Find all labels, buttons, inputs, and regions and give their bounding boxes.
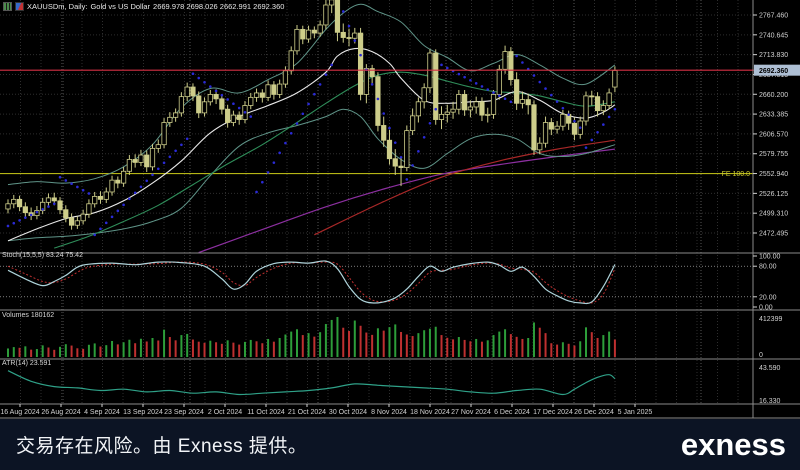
date-tick-label: 8 Nov 2024 xyxy=(371,409,407,416)
date-tick-label: 16 Aug 2024 xyxy=(0,409,39,416)
price-chart[interactable]: 2767.4602740.6452713.8302687.0152660.200… xyxy=(0,0,800,419)
date-tick-label: 4 Sep 2024 xyxy=(84,409,120,416)
price-tick-label: 2633.385 xyxy=(759,112,788,119)
symbol-period-label: XAUUSDm, Daily: xyxy=(27,2,88,11)
date-tick-label: 27 Nov 2024 xyxy=(451,409,491,416)
price-tick-label: 2767.460 xyxy=(759,13,788,20)
symbol-description: Gold vs US Dollar xyxy=(90,2,151,11)
price-tick-label: 2606.570 xyxy=(759,131,788,138)
date-tick-label: 17 Dec 2024 xyxy=(533,409,573,416)
current-price-label: 2692.360 xyxy=(759,68,788,75)
fibonacci-expansion-label: FE 100.0 xyxy=(722,171,751,178)
main-panel[interactable] xyxy=(0,0,753,253)
date-axis[interactable]: 16 Aug 2024 26 Aug 2024 4 Sep 2024 13 Sep 2… xyxy=(0,404,652,416)
volume-scale-max: 412399 xyxy=(759,316,782,323)
date-tick-label: 30 Oct 2024 xyxy=(329,409,367,416)
price-tick-label: 2472.495 xyxy=(759,230,788,237)
date-tick-label: 21 Oct 2024 xyxy=(288,409,326,416)
current-price-box xyxy=(754,64,800,76)
price-tick-label: 2499.310 xyxy=(759,211,788,218)
price-tick-label: 2579.755 xyxy=(759,151,788,158)
price-tick-label: 2552.940 xyxy=(759,171,788,178)
stochastic-scale-label: 0.00 xyxy=(759,305,773,312)
price-tick-label: 2740.645 xyxy=(759,32,788,39)
price-tick-label: 2713.830 xyxy=(759,52,788,59)
date-tick-label: 11 Oct 2024 xyxy=(247,409,285,416)
date-tick-label: 2 Oct 2024 xyxy=(208,409,242,416)
metatrader-logo-icon xyxy=(15,2,24,11)
date-tick-label: 6 Dec 2024 xyxy=(494,409,530,416)
date-tick-label: 13 Sep 2024 xyxy=(123,409,163,416)
date-tick-label: 23 Sep 2024 xyxy=(164,409,204,416)
chart-title: XAUUSDm, Daily: Gold vs US Dollar 2669.9… xyxy=(3,2,284,11)
volume-scale-min: 0 xyxy=(759,352,763,359)
risk-disclaimer: 交易存在风险。由 Exness 提供。 xyxy=(16,436,308,457)
volumes-panel[interactable] xyxy=(7,317,616,357)
date-tick-label: 26 Aug 2024 xyxy=(41,409,80,416)
date-tick-label: 5 Jan 2025 xyxy=(618,409,653,416)
stochastic-scale-label: 80.00 xyxy=(759,264,777,271)
date-tick-label: 18 Nov 2024 xyxy=(410,409,450,416)
parabolic-sar-dots xyxy=(6,10,617,237)
stochastic-scale-label: 20.00 xyxy=(759,294,777,301)
candles xyxy=(5,0,618,230)
atr-scale-min: 16.330 xyxy=(759,398,781,405)
atr-panel[interactable] xyxy=(7,370,616,396)
footer-bar: 交易存在风险。由 Exness 提供。 exness xyxy=(0,419,800,470)
date-tick-label: 26 Dec 2024 xyxy=(574,409,614,416)
price-tick-label: 2660.200 xyxy=(759,92,788,99)
price-scale[interactable]: 2767.4602740.6452713.8302687.0152660.200… xyxy=(722,13,800,405)
price-tick-label: 2526.125 xyxy=(759,191,788,198)
ohlc-readout: 2669.978 2698.026 2662.991 2692.360 xyxy=(153,2,285,11)
stochastic-panel[interactable] xyxy=(0,260,753,305)
chart-icon xyxy=(3,2,12,11)
atr-scale-max: 43.590 xyxy=(759,365,781,372)
stochastic-scale-label: 100.00 xyxy=(759,254,781,261)
exness-logo: exness xyxy=(680,426,786,462)
